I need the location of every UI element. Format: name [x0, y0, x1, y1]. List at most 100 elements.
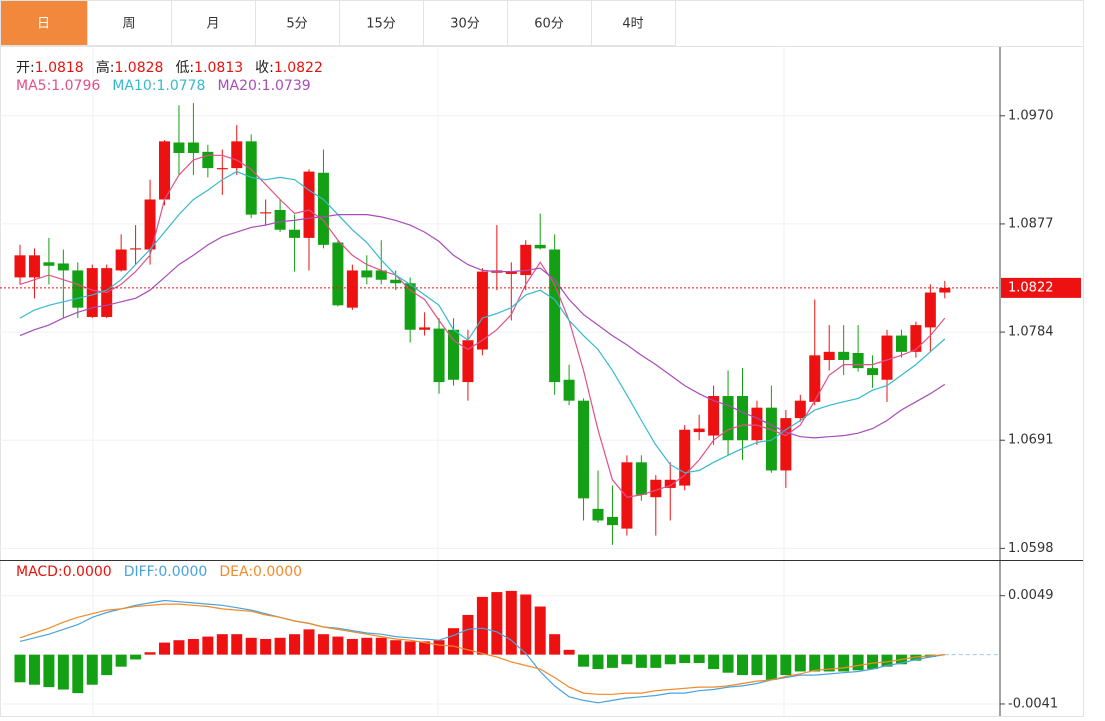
macd-bar [621, 654, 633, 665]
legend-name: MA5: [16, 78, 52, 94]
macd-bar [650, 654, 662, 668]
candle-body [187, 142, 199, 153]
macd-bar [159, 642, 170, 655]
macd-bar [115, 654, 127, 667]
ohlc-name: 收: [255, 60, 274, 76]
candle-body [274, 209, 286, 230]
candle-body [838, 351, 850, 360]
macd-bar [823, 654, 835, 672]
macd-bar [274, 637, 286, 655]
candle-body [939, 287, 951, 293]
macd-bar [563, 649, 575, 655]
macd-bar [404, 641, 416, 655]
tab-label[interactable]: 60分 [534, 17, 564, 32]
macd-bar [390, 640, 402, 655]
tab[interactable]: 4时 [591, 0, 676, 46]
candle-body [375, 270, 387, 280]
tab[interactable]: 周 [87, 0, 172, 46]
candle-body [72, 270, 84, 308]
macd-bar [231, 634, 243, 655]
tab[interactable]: 60分 [507, 0, 592, 46]
y-tick-label: 1.0598 [1008, 541, 1054, 556]
candle-body [650, 479, 662, 498]
macd-bar [332, 636, 344, 655]
candle-body [86, 268, 98, 317]
macd-line [19, 603, 945, 695]
tab[interactable]: 月 [171, 0, 256, 46]
candle-body [390, 279, 402, 284]
tab-bg[interactable] [507, 0, 592, 46]
macd-bar [708, 654, 720, 670]
legend-name: MA10: [112, 78, 157, 94]
macd-bar [361, 637, 373, 655]
macd-bar [476, 596, 488, 655]
tab-bg[interactable] [87, 0, 172, 46]
legend-name: MA20: [217, 78, 262, 94]
macd-bar [375, 637, 387, 655]
tab-label[interactable]: 15分 [366, 17, 396, 32]
candle-body [578, 400, 590, 499]
macd-line [19, 599, 945, 704]
macd-bar [606, 654, 618, 668]
tab-bg[interactable] [255, 0, 340, 46]
tab-label[interactable]: 4时 [622, 17, 643, 32]
candle-body [708, 396, 720, 436]
macd-bar [433, 640, 445, 655]
legend-name: DEA: [219, 564, 254, 580]
macd-bar [202, 636, 214, 655]
candle-body [505, 271, 517, 274]
macd-bar [751, 654, 763, 676]
ohlc-legend: 开:1.0818 高:1.0828 低:1.0813 收:1.0822 [16, 57, 335, 77]
tab[interactable]: 日 [0, 0, 88, 46]
macd-bar [57, 654, 69, 690]
tab[interactable]: 30分 [423, 0, 508, 46]
frame [0, 0, 1084, 717]
macd-bar [303, 629, 315, 655]
macd-bar [289, 634, 301, 655]
candle-body [419, 327, 431, 330]
tab-label[interactable]: 月 [206, 17, 219, 32]
y-tick-label: 1.0877 [1008, 216, 1054, 231]
candle-body [462, 340, 474, 383]
y-tick-label: 1.0970 [1008, 108, 1054, 123]
tab-bg[interactable] [591, 0, 676, 46]
macd-bar [780, 654, 792, 676]
tab-label[interactable]: 周 [122, 17, 135, 32]
macd-bar [317, 634, 329, 655]
tab-bg[interactable] [171, 0, 256, 46]
ohlc-name: 开: [16, 60, 35, 76]
legend-value: 1.0796 [51, 78, 101, 94]
candle-body [780, 418, 792, 471]
tab-bg[interactable] [423, 0, 508, 46]
tab[interactable]: 15分 [339, 0, 424, 46]
candle-body [881, 335, 893, 380]
tab[interactable]: 5分 [255, 0, 340, 46]
candle-body [534, 244, 546, 249]
candle-body [924, 292, 936, 328]
macd-bar [187, 639, 199, 655]
macd-bar [737, 654, 748, 676]
macd-bar [491, 592, 503, 655]
candle-body [289, 229, 301, 238]
candle-body [549, 249, 561, 383]
tab-label[interactable]: 日 [37, 17, 50, 32]
tab-label[interactable]: 5分 [286, 17, 307, 32]
candle-body [202, 151, 214, 169]
macd-bar [765, 654, 777, 680]
macd-bar [635, 654, 647, 668]
macd-bar [664, 654, 676, 665]
ma-line [19, 214, 946, 439]
candle-body [332, 242, 344, 306]
y-tick-label: -0.0041 [1008, 696, 1058, 711]
tab-bg[interactable] [0, 0, 88, 46]
y-tick-label: 0.0049 [1008, 588, 1054, 603]
candle-body [361, 270, 373, 278]
macd-bar [101, 654, 113, 676]
y-tick-label: 1.0784 [1008, 325, 1054, 340]
macd-bar [72, 654, 84, 694]
tab-label[interactable]: 30分 [450, 17, 480, 32]
macd-bar [173, 640, 185, 655]
candle-body [43, 262, 55, 266]
candle-body [635, 462, 647, 495]
